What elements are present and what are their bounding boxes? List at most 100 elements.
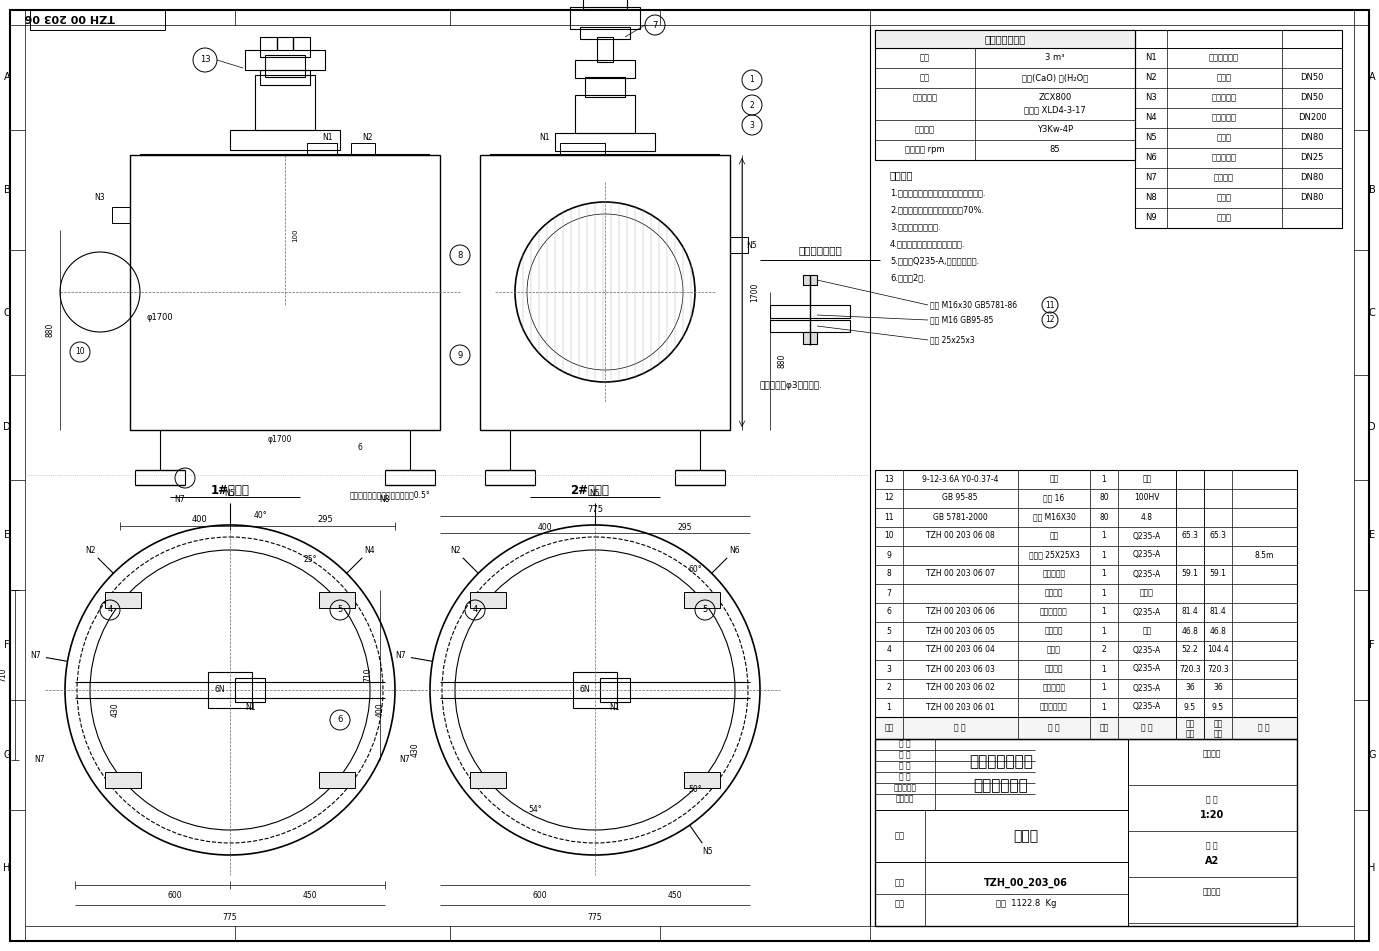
- Text: 46.8: 46.8: [1182, 627, 1198, 635]
- Text: C: C: [4, 307, 11, 318]
- Text: 图名: 图名: [895, 831, 905, 841]
- Bar: [320, 592, 356, 608]
- Text: 710: 710: [0, 668, 7, 682]
- Text: 外购件: 外购件: [1140, 589, 1154, 597]
- Text: TZH 00 203 06 01: TZH 00 203 06 01: [925, 703, 994, 711]
- Text: 2: 2: [887, 684, 891, 692]
- Bar: [320, 772, 356, 788]
- Text: 65.3: 65.3: [1209, 532, 1226, 540]
- Bar: [769, 320, 849, 332]
- Text: 总设计师: 总设计师: [896, 794, 914, 804]
- Bar: [803, 275, 816, 285]
- Text: 400: 400: [375, 703, 385, 717]
- Text: 制备罐体: 制备罐体: [1045, 665, 1063, 673]
- Bar: [729, 237, 747, 253]
- Text: 600: 600: [532, 890, 547, 900]
- Text: 技术说明: 技术说明: [889, 170, 913, 180]
- Text: N6: N6: [729, 546, 739, 555]
- Text: 人孔: 人孔: [1049, 532, 1059, 540]
- Text: 专业负责人: 专业负责人: [894, 784, 917, 792]
- Bar: [245, 50, 325, 70]
- Text: 外购: 外购: [1142, 475, 1151, 483]
- Text: N1: N1: [321, 132, 332, 142]
- Bar: [769, 305, 849, 318]
- Text: 1: 1: [887, 703, 891, 711]
- Text: 石灰出口: 石灰出口: [1214, 173, 1234, 183]
- Text: N1: N1: [244, 704, 255, 712]
- Text: 减速机 XLD4-3-17: 减速机 XLD4-3-17: [1025, 106, 1085, 114]
- Text: 1: 1: [750, 75, 754, 85]
- Bar: [876, 30, 1135, 160]
- Text: DN200: DN200: [1298, 113, 1327, 123]
- Text: 600: 600: [168, 890, 182, 900]
- Text: Q235-A: Q235-A: [1134, 703, 1161, 711]
- Text: D: D: [1368, 422, 1376, 433]
- Text: 1: 1: [1102, 589, 1106, 597]
- Text: 2#制备罐: 2#制备罐: [571, 483, 610, 496]
- Text: 组件: 组件: [1142, 627, 1151, 635]
- Text: 46.8: 46.8: [1209, 627, 1226, 635]
- Bar: [230, 130, 341, 150]
- Text: 重量  1122.8  Kg: 重量 1122.8 Kg: [996, 900, 1056, 908]
- Text: 81.4: 81.4: [1209, 608, 1226, 616]
- Text: 网孔 25x25x3: 网孔 25x25x3: [929, 336, 975, 344]
- Text: H: H: [3, 863, 11, 873]
- Text: 80: 80: [1099, 513, 1109, 521]
- Text: TZH 00 203 06: TZH 00 203 06: [25, 12, 116, 22]
- Text: 1#制备罐: 1#制备罐: [211, 483, 250, 496]
- Text: 1: 1: [1102, 665, 1106, 673]
- Text: 100: 100: [292, 228, 298, 242]
- Text: B: B: [1368, 185, 1375, 195]
- Text: 4: 4: [887, 646, 891, 654]
- Text: N6: N6: [1145, 153, 1157, 163]
- Text: TZH 00 203 06 05: TZH 00 203 06 05: [925, 627, 994, 635]
- Text: 蒸汽排出管: 蒸汽排出管: [1043, 684, 1066, 692]
- Bar: [308, 143, 338, 155]
- Text: 重量: 重量: [1186, 729, 1194, 739]
- Text: N1: N1: [610, 704, 621, 712]
- Text: N1: N1: [539, 132, 550, 142]
- Text: B: B: [4, 185, 11, 195]
- Text: 螺栓 M16x30 GB5781-86: 螺栓 M16x30 GB5781-86: [929, 301, 1018, 309]
- Text: TZH_00_203_06: TZH_00_203_06: [985, 878, 1067, 888]
- Bar: [265, 55, 305, 77]
- Text: 9-12-3.6A Y0-0.37-4: 9-12-3.6A Y0-0.37-4: [921, 475, 998, 483]
- Text: 52.2: 52.2: [1182, 646, 1198, 654]
- Bar: [600, 678, 630, 702]
- Text: 36: 36: [1185, 684, 1194, 692]
- Text: 7: 7: [652, 21, 658, 29]
- Text: 单件: 单件: [1186, 720, 1194, 728]
- Text: Q235-A: Q235-A: [1134, 646, 1161, 654]
- Bar: [261, 37, 310, 57]
- Text: 1: 1: [1102, 627, 1106, 635]
- Text: φ1700: φ1700: [268, 436, 292, 444]
- Text: 40°: 40°: [254, 511, 266, 519]
- Text: N5: N5: [225, 489, 236, 497]
- Text: 备 注: 备 注: [1258, 724, 1270, 732]
- Text: G: G: [3, 750, 11, 760]
- Text: 880: 880: [46, 322, 55, 338]
- Text: 12: 12: [1045, 316, 1055, 324]
- Bar: [470, 592, 506, 608]
- Text: 6.共制伬2套.: 6.共制伬2套.: [889, 274, 925, 282]
- Text: 8.5m: 8.5m: [1255, 551, 1274, 559]
- Text: Y3Kw-4P: Y3Kw-4P: [1037, 126, 1073, 134]
- Text: 自来水进口: 自来水进口: [1212, 93, 1237, 103]
- Text: 400: 400: [538, 522, 553, 532]
- Text: 11: 11: [1045, 301, 1055, 309]
- Text: N2: N2: [363, 132, 372, 142]
- Text: 430: 430: [110, 703, 120, 717]
- Text: 制 图: 制 图: [899, 750, 910, 760]
- Bar: [803, 332, 816, 344]
- Text: N9: N9: [1145, 214, 1157, 223]
- Text: 710: 710: [364, 668, 372, 682]
- Bar: [105, 772, 141, 788]
- Text: 2: 2: [1102, 646, 1106, 654]
- Text: 54°: 54°: [528, 805, 542, 814]
- Text: 400: 400: [192, 515, 208, 525]
- Text: D: D: [3, 422, 11, 433]
- Text: 审 批: 审 批: [899, 762, 910, 770]
- Text: C: C: [1368, 307, 1375, 318]
- Text: DN50: DN50: [1300, 73, 1324, 83]
- Text: 10: 10: [884, 532, 894, 540]
